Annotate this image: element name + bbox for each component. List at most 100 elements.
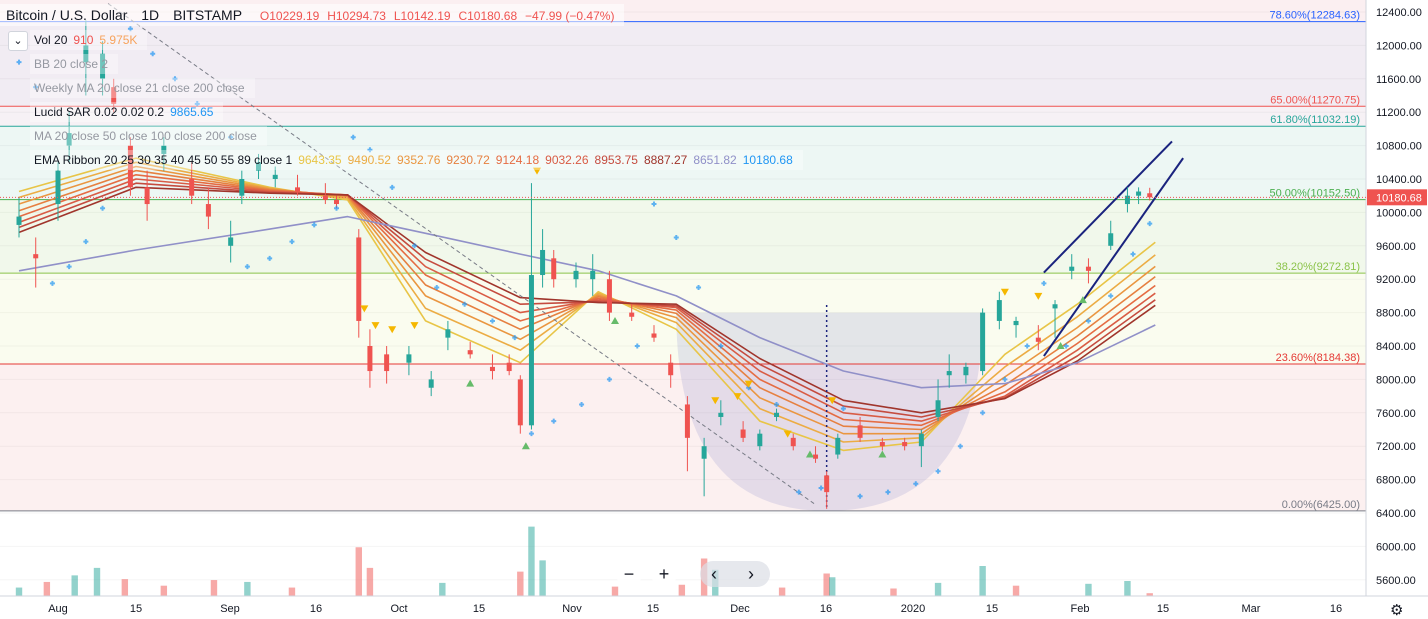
collapse-legend-button[interactable]: ⌄	[8, 31, 28, 51]
fib-label: 65.00%(11270.75)	[1270, 94, 1360, 106]
sar-dot	[551, 418, 557, 424]
indicator-row[interactable]: Lucid SAR 0.02 0.02 0.2 9865.65	[30, 102, 224, 122]
sar-dot	[857, 493, 863, 499]
fib-band	[0, 364, 1366, 511]
volume-bar	[93, 567, 101, 596]
indicator-row[interactable]: EMA Ribbon 20 25 30 35 40 45 50 55 89 cl…	[30, 150, 803, 170]
indicator-value: 9032.26	[545, 153, 589, 167]
sar-dot	[83, 239, 89, 245]
candle-body	[256, 162, 262, 171]
sar-dot	[150, 51, 156, 57]
volume-bar	[366, 567, 374, 596]
candle-body	[16, 216, 22, 225]
price-tick-label: 6400.00	[1376, 508, 1416, 520]
indicator-name: BB 20 close 2	[34, 57, 109, 71]
candle-body	[406, 354, 412, 363]
time-tick-label: Dec	[730, 603, 750, 615]
sar-dot	[228, 134, 234, 140]
candle-body	[774, 412, 780, 417]
symbol-header[interactable]: Bitcoin / U.S. Dollar 1D BITSTAMP O10229…	[0, 4, 625, 26]
sar-dot	[528, 431, 534, 437]
sar-dot	[16, 59, 22, 65]
indicator-name: EMA Ribbon 20 25 30 35 40 45 50 55 89 cl…	[34, 153, 293, 167]
zoom-out-button[interactable]: −	[616, 561, 642, 587]
channel-lower-line	[1043, 157, 1184, 357]
ema-line	[18, 186, 1156, 414]
high-value: H10294.73	[327, 9, 386, 23]
signal-markers	[360, 167, 1087, 458]
indicator-value: 9230.72	[446, 153, 490, 167]
sar-dot	[718, 343, 724, 349]
sar-dot	[1002, 376, 1008, 382]
sar-dot	[651, 201, 657, 207]
sar-dot	[411, 243, 417, 249]
sar-dot	[1063, 343, 1069, 349]
volume-bar	[43, 581, 51, 596]
candle-body	[935, 400, 941, 417]
candle-body	[996, 300, 1002, 321]
volume-bar	[979, 566, 986, 596]
volume-bar	[355, 547, 362, 596]
price-tick-label: 11600.00	[1376, 74, 1421, 86]
sar-dot	[1130, 251, 1136, 257]
buy-signal-marker	[1078, 296, 1087, 304]
sell-signal-marker	[360, 305, 369, 313]
sar-dot	[66, 264, 72, 270]
volume-bar	[823, 573, 830, 596]
candle-body	[1052, 304, 1058, 309]
volume-bar	[121, 579, 129, 596]
candle-body	[367, 346, 373, 372]
candle-body	[33, 254, 39, 259]
sar-dot	[774, 401, 780, 407]
candle-body	[879, 442, 885, 447]
volume-bar	[539, 560, 546, 596]
indicator-row[interactable]: BB 20 close 2	[30, 54, 119, 74]
sell-signal-marker	[1034, 292, 1043, 300]
indicator-row[interactable]: Vol 20 910 5.975K	[30, 30, 148, 50]
sar-dot	[673, 234, 679, 240]
scroll-left-button[interactable]: ‹	[711, 564, 717, 584]
zoom-in-button[interactable]: +	[651, 561, 677, 587]
indicator-value: 8651.82	[693, 153, 737, 167]
price-tick-label: 7600.00	[1376, 408, 1416, 420]
time-tick-label: Sep	[220, 603, 240, 615]
time-tick-label: Nov	[562, 603, 582, 615]
candle-body	[551, 258, 557, 280]
sar-dot	[1147, 221, 1153, 227]
sar-dot	[489, 318, 495, 324]
indicator-value: 9490.52	[347, 153, 391, 167]
sell-signal-marker	[388, 326, 397, 334]
candle-body	[1136, 191, 1142, 196]
indicator-row[interactable]: MA 20 close 50 close 100 close 200 close	[30, 126, 267, 146]
volume-bar	[15, 587, 23, 596]
sar-dot	[100, 205, 106, 211]
indicator-row[interactable]: Weekly MA 20 close 21 close 200 close	[30, 78, 255, 98]
sar-dot	[311, 222, 317, 228]
candle-body	[740, 429, 746, 438]
fib-band	[0, 106, 1366, 127]
candle-body	[295, 187, 301, 192]
sar-dot	[935, 468, 941, 474]
settings-gear-icon[interactable]: ⚙	[1390, 602, 1404, 619]
symbol-name[interactable]: Bitcoin / U.S. Dollar	[6, 7, 128, 23]
indicator-value: 9865.65	[170, 105, 214, 119]
candle-body	[1085, 266, 1091, 271]
price-tick-label: 6000.00	[1376, 541, 1416, 553]
sell-signal-marker	[828, 397, 837, 405]
sar-dot	[1108, 293, 1114, 299]
sar-dot	[980, 410, 986, 416]
indicator-name: Vol 20	[34, 33, 68, 47]
candle-body	[757, 433, 763, 447]
sell-signal-marker	[1000, 288, 1009, 296]
channel-upper-line	[1043, 140, 1173, 274]
sar-dot	[289, 239, 295, 245]
volume-bar	[71, 575, 78, 596]
interval-label[interactable]: 1D	[141, 7, 160, 23]
price-tick-label: 7200.00	[1376, 441, 1416, 453]
scroll-right-button[interactable]: ›	[748, 564, 754, 584]
candle-body	[540, 249, 546, 276]
candle-body	[835, 437, 841, 455]
close-value: C10180.68	[458, 9, 518, 23]
cup-shape	[676, 312, 983, 511]
